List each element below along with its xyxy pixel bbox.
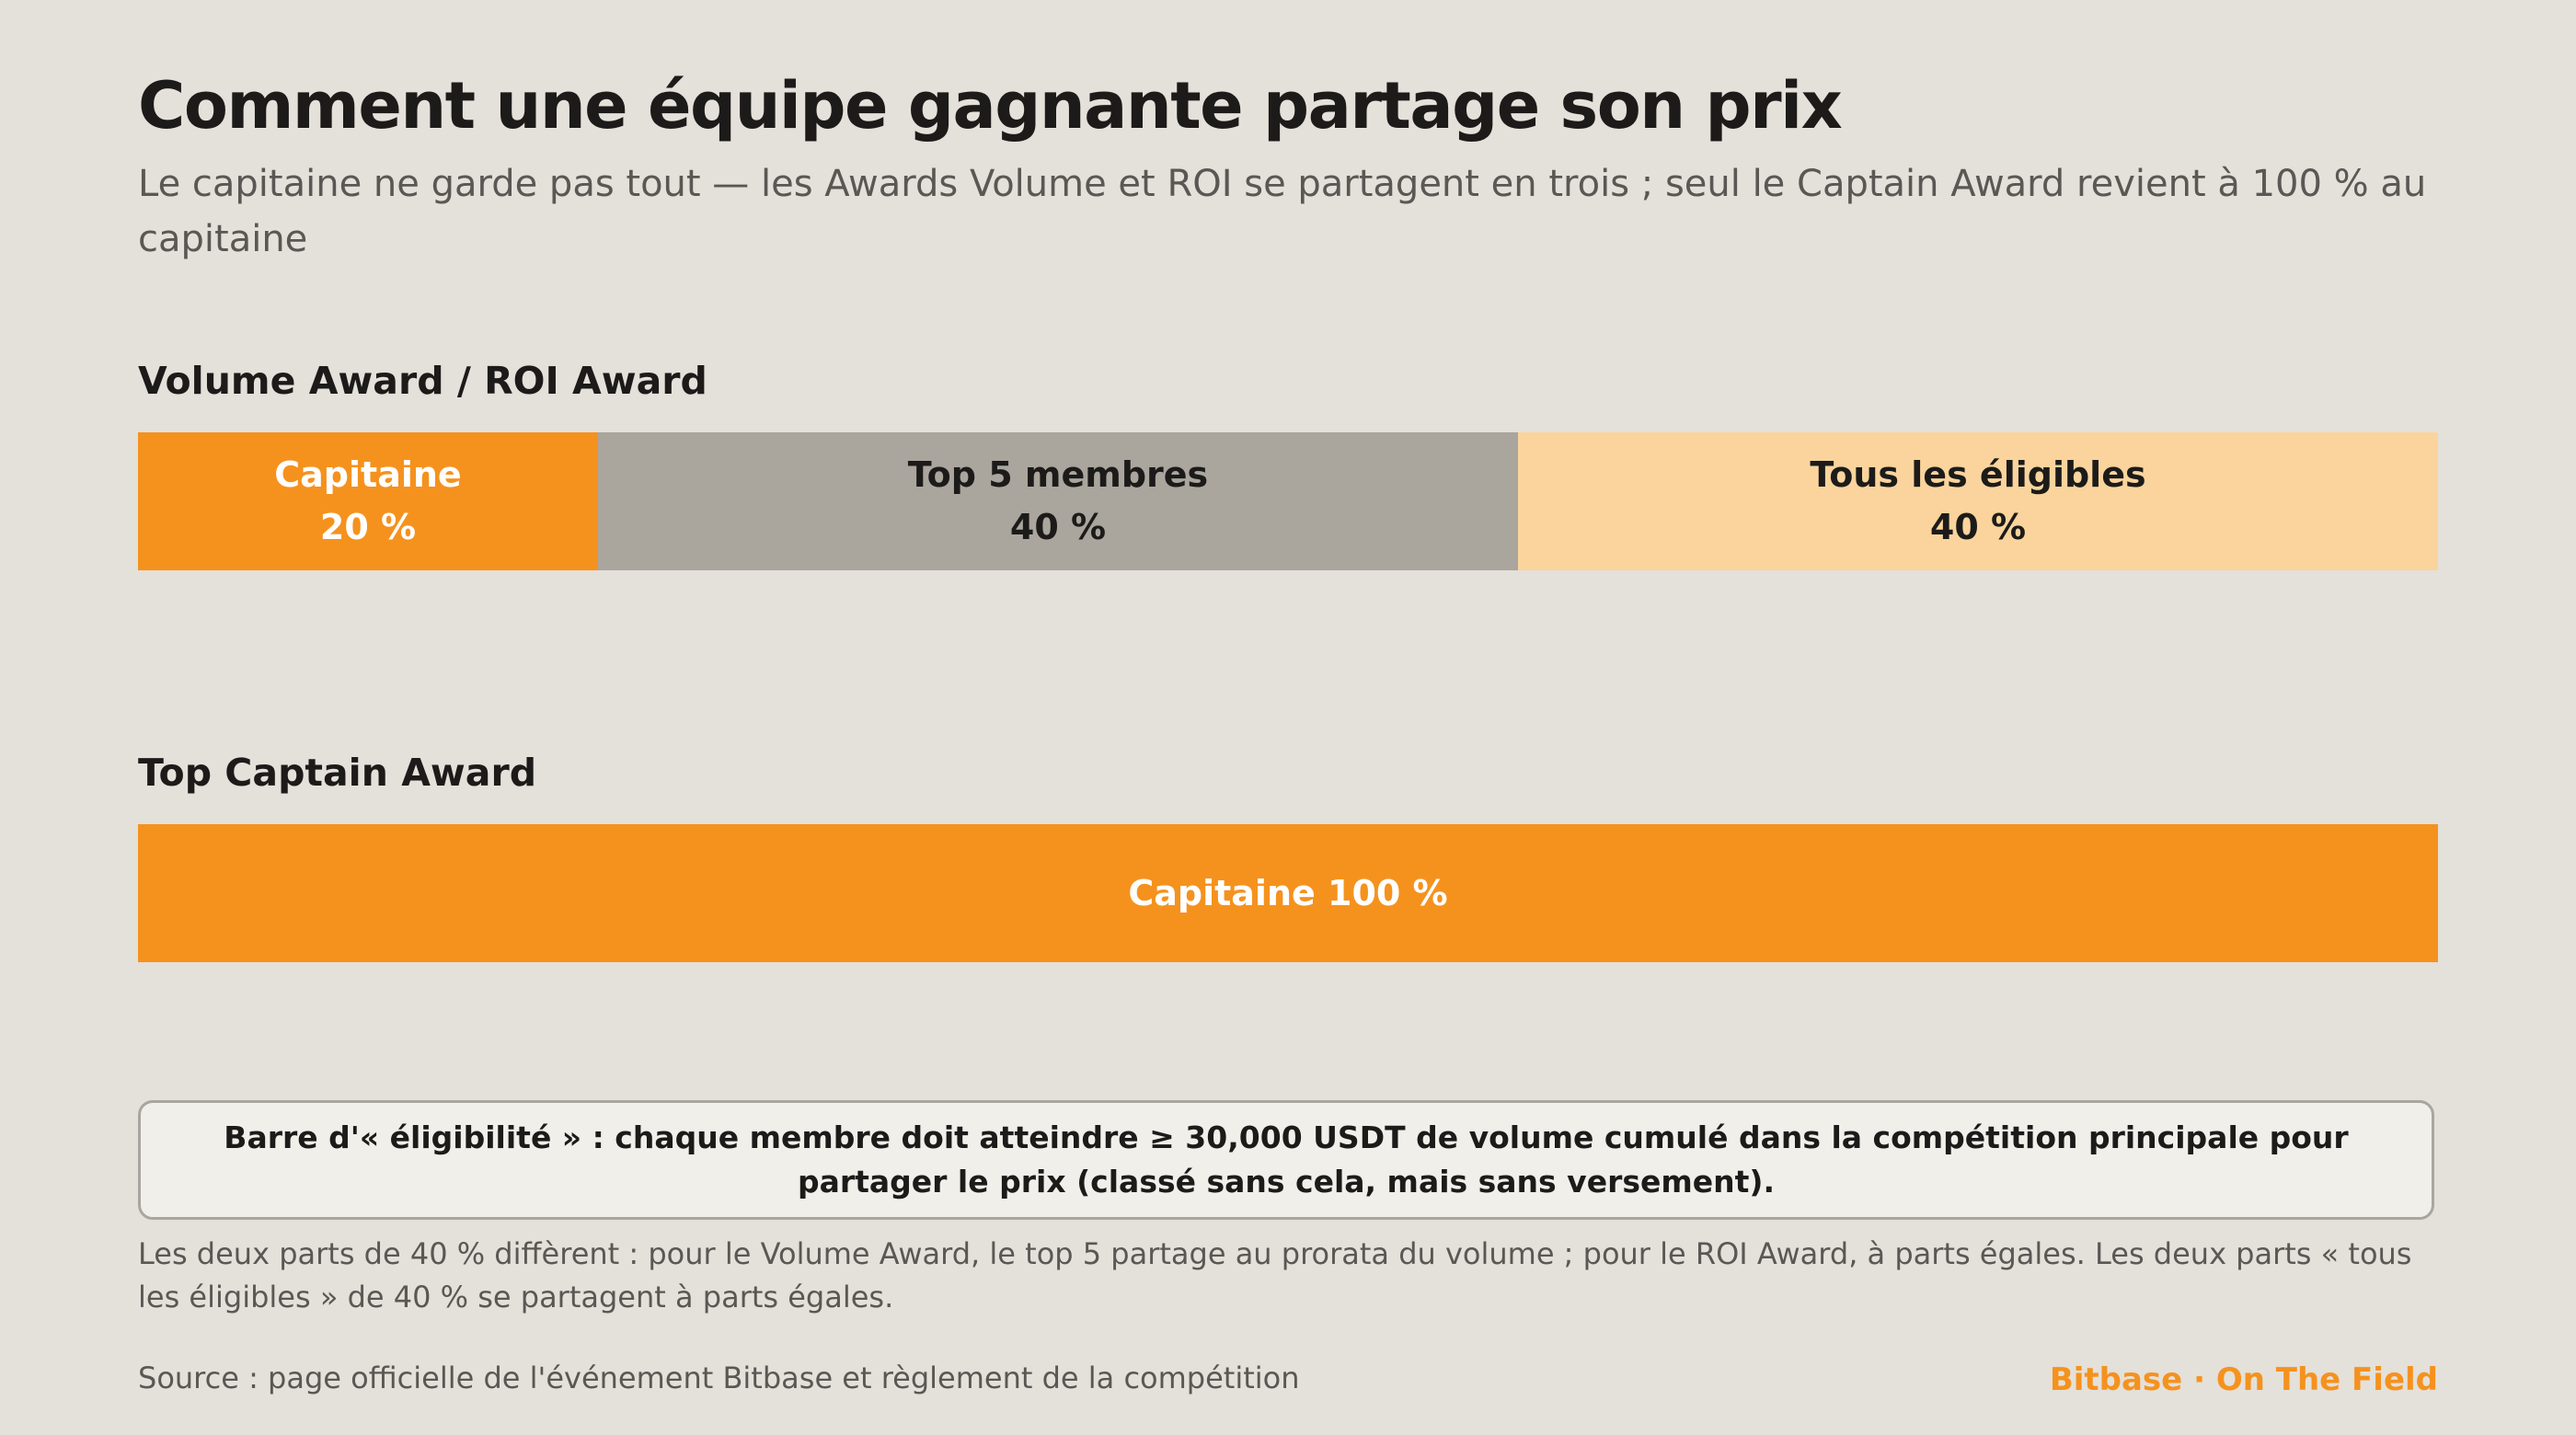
segment-value-label: 20 % — [319, 507, 417, 547]
segment-value-label: 40 % — [1009, 507, 1107, 547]
segment-label: Capitaine — [274, 454, 462, 495]
bar-segment-2: Top 5 membres 40 % — [598, 432, 1518, 570]
stacked-bar-volume-roi: Capitaine 20 % Top 5 membres 40 % Tous les é… — [138, 432, 2438, 570]
chart-title: Comment une équipe gagnante partage son … — [138, 68, 1843, 144]
brand-label: Bitbase · On The Field — [2049, 1361, 2438, 1398]
eligibility-callout: Barre d'« éligibilité » : chaque membre … — [138, 1100, 2434, 1220]
section-label-top-captain: Top Captain Award — [138, 751, 537, 795]
bar-segment-3: Tous les éligibles 40 % — [1518, 432, 2438, 570]
eligibility-callout-text: Barre d'« éligibilité » : chaque membre … — [224, 1119, 2349, 1200]
chart-subtitle: Le capitaine ne garde pas tout — les Awa… — [138, 163, 2427, 260]
segment-value-label: 40 % — [1929, 507, 2027, 547]
bar-label-top-captain: Capitaine 100 % — [1128, 873, 1448, 913]
segment-label: Top 5 membres — [907, 454, 1209, 495]
source-text: Source : page officielle de l'événement … — [138, 1360, 1300, 1395]
footnote: Les deux parts de 40 % diffèrent : pour … — [138, 1236, 2412, 1314]
segment-label: Tous les éligibles — [1810, 454, 2146, 495]
section-label-volume-roi: Volume Award / ROI Award — [138, 359, 707, 403]
bar-top-captain: Capitaine 100 % — [138, 824, 2438, 962]
bar-segment-1: Capitaine 20 % — [138, 432, 598, 570]
